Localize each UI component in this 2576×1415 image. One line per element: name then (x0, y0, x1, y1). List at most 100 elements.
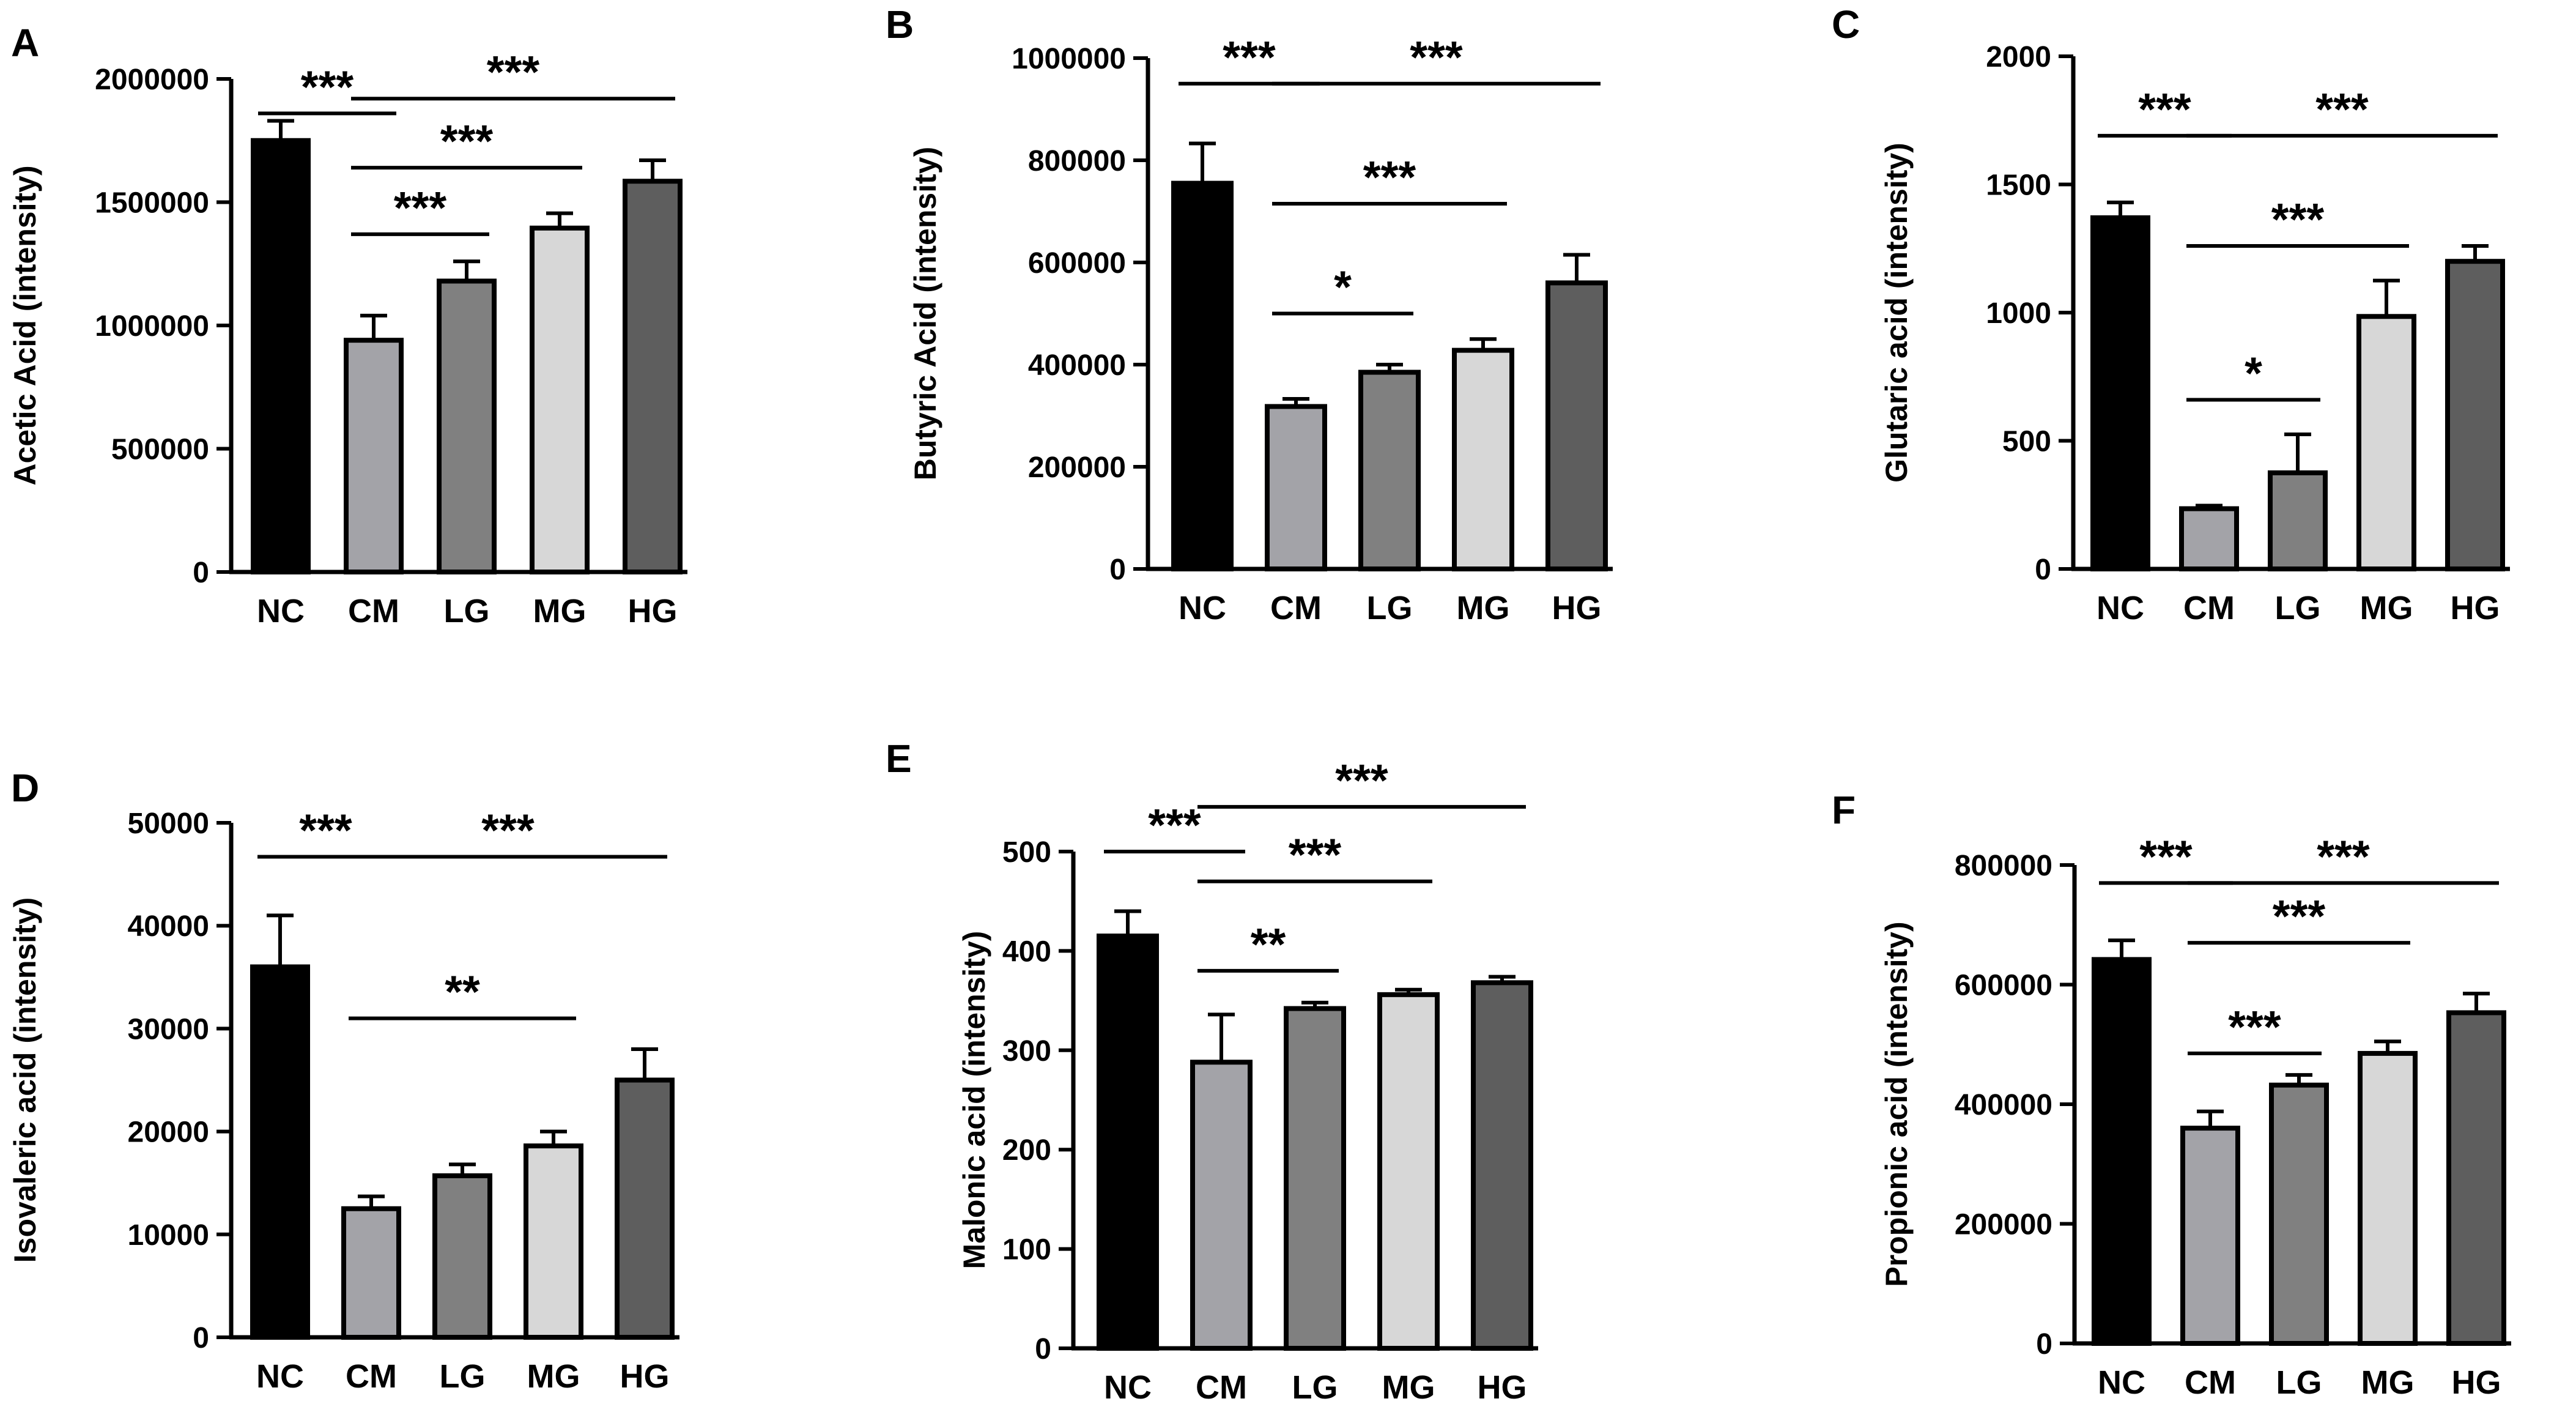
panel-c-x-tick-label-mg: MG (2360, 590, 2413, 626)
panel-d-x-tick-label-nc: NC (256, 1358, 304, 1395)
panel-a-x-tick-label-cm: CM (348, 593, 399, 630)
panel-b-x-tick-label-nc: NC (1179, 590, 1226, 626)
panel-f-bar-lg (2269, 1082, 2329, 1346)
panel-c-x-tick-label-cm: CM (2183, 590, 2235, 626)
panel-f-y-axis-label: Propionic acid (intensity) (1879, 921, 1914, 1287)
panel-b-bar-cm (1265, 404, 1327, 571)
panel-f-bar-mg (2358, 1050, 2418, 1346)
panel-d-bar-mg (524, 1143, 583, 1340)
panel-d-y-axis-label: Isovaleric acid (intensity) (8, 897, 42, 1263)
panel-e-x-tick-label-nc: NC (1104, 1369, 1152, 1406)
panel-a-bar-lg (437, 278, 497, 574)
panel-d-y-tick-label: 30000 (128, 1013, 209, 1045)
panel-e-bar-nc (1097, 934, 1159, 1351)
panel-a-x-tick-label-lg: LG (444, 593, 490, 630)
panel-b-significance-label: *** (1410, 32, 1463, 83)
panel-e-bar-cm (1190, 1060, 1253, 1351)
panel-c-y-tick-label: 500 (2002, 426, 2051, 458)
panel-f-significance-label: *** (2317, 831, 2370, 882)
panel-c-bar-nc (2090, 215, 2150, 572)
panel-c-x-tick-label-nc: NC (2097, 590, 2144, 626)
panel-d-bar-nc (250, 964, 310, 1340)
panel-c-x-tick-label-lg: LG (2275, 590, 2321, 626)
panel-b-x-tick-label-mg: MG (1457, 590, 1510, 626)
panel-a-bar-cm (344, 338, 404, 574)
panel-e-bar-mg (1377, 992, 1440, 1351)
panel-b-bar-nc (1171, 180, 1234, 571)
panel-c-letter: C (1832, 2, 1860, 46)
panel-a-bar-mg (530, 225, 590, 574)
panel-a-y-tick-label: 0 (193, 557, 209, 589)
panel-b-y-tick-label: 800000 (1028, 145, 1126, 177)
panel-f-x-tick-label-hg: HG (2452, 1364, 2501, 1401)
panel-f-significance-label: *** (2273, 891, 2326, 941)
panel-e-letter: E (886, 737, 912, 781)
panel-b-y-tick-label: 400000 (1028, 349, 1126, 382)
panel-f-bar-cm (2180, 1126, 2240, 1346)
panel-b-y-tick-label: 600000 (1028, 247, 1126, 280)
panel-f-x-tick-label-cm: CM (2185, 1364, 2236, 1401)
panel-c-y-tick-label: 0 (2035, 554, 2051, 586)
panel-d-x-tick-label-mg: MG (527, 1358, 580, 1395)
panel-e-y-axis-label: Malonic acid (intensity) (957, 931, 991, 1269)
panel-f-bar-nc (2092, 957, 2152, 1346)
panel-c-significance-label: * (2245, 347, 2262, 398)
panel-d-bar-lg (432, 1173, 492, 1340)
panel-a-significance-label: *** (487, 46, 540, 97)
panel-e-bar-hg (1471, 980, 1533, 1351)
panel-f-y-tick-label: 0 (2036, 1328, 2052, 1361)
panel-d-y-tick-label: 50000 (128, 808, 209, 840)
panel-d-y-tick-label: 20000 (128, 1116, 209, 1149)
panel-f-y-tick-label: 400000 (1955, 1089, 2052, 1121)
panel-e-bar-lg (1284, 1006, 1346, 1351)
panel-a-bar-hg (623, 179, 683, 574)
panel-d-significance-label: ** (445, 967, 480, 1017)
panel-d-bar-hg (615, 1077, 675, 1340)
panel-c-x-tick-label-hg: HG (2451, 590, 2500, 626)
panel-e-significance-label: ** (1251, 919, 1286, 970)
panel-f-x-tick-label-nc: NC (2098, 1364, 2145, 1401)
panel-c-bar-cm (2179, 506, 2239, 571)
panel-a-x-tick-label-mg: MG (533, 593, 587, 630)
panel-a-bar-nc (251, 138, 311, 574)
panel-e-y-tick-label: 200 (1002, 1134, 1051, 1167)
panel-f-bar-hg (2446, 1010, 2506, 1346)
panel-f-significance-label: *** (2139, 831, 2193, 882)
panel-f-significance-label: *** (2228, 1001, 2281, 1052)
panel-e-x-tick-label-mg: MG (1382, 1369, 1435, 1406)
panel-d-bar-cm (341, 1206, 401, 1340)
panel-a-letter: A (11, 21, 39, 65)
panel-a-y-tick-label: 1500000 (95, 187, 209, 220)
panel-e-x-tick-label-hg: HG (1478, 1369, 1527, 1406)
panel-b-bar-mg (1452, 347, 1514, 571)
panel-c-bar-lg (2268, 470, 2328, 571)
panel-a-y-tick-label: 1000000 (95, 310, 209, 343)
panel-a-y-tick-label: 2000000 (95, 64, 209, 96)
panel-c-bar-mg (2356, 314, 2416, 571)
panel-d-significance-label: *** (481, 805, 535, 856)
panel-c-significance-label: *** (2138, 84, 2191, 135)
panel-e-y-tick-label: 500 (1002, 836, 1051, 869)
panel-e-y-tick-label: 0 (1035, 1333, 1051, 1365)
panel-b-y-tick-label: 0 (1109, 554, 1126, 586)
panel-b-y-axis-label: Butyric Acid (intensity) (908, 147, 942, 480)
panel-c-significance-label: *** (2315, 84, 2369, 135)
panel-c-bar-hg (2445, 259, 2505, 571)
panel-f-x-tick-label-mg: MG (2361, 1364, 2415, 1401)
panel-e-x-tick-label-cm: CM (1196, 1369, 1247, 1406)
panel-c-significance-label: *** (2271, 194, 2325, 245)
panel-f-y-tick-label: 600000 (1955, 970, 2052, 1002)
panel-b-y-tick-label: 200000 (1028, 451, 1126, 484)
panel-b-significance-label: * (1334, 262, 1352, 313)
panel-a-y-axis-label: Acetic Acid (intensity) (8, 165, 42, 485)
panel-b-letter: B (886, 2, 914, 46)
panel-e-y-tick-label: 100 (1002, 1234, 1051, 1266)
panel-f-x-tick-label-lg: LG (2276, 1364, 2322, 1401)
panel-b-significance-label: *** (1363, 152, 1416, 202)
panel-d-x-tick-label-hg: HG (620, 1358, 670, 1395)
panel-b-x-tick-label-hg: HG (1552, 590, 1602, 626)
panel-b-bar-lg (1358, 370, 1421, 572)
panel-d-letter: D (11, 766, 39, 810)
panel-f-letter: F (1832, 788, 1856, 832)
